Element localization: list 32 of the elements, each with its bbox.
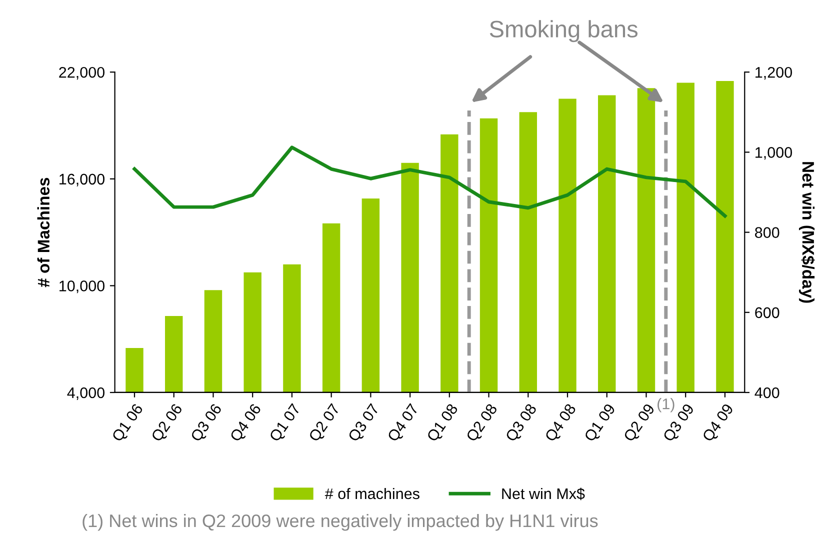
text: (1) xyxy=(658,398,674,412)
y-axis-title: # of Machines xyxy=(37,178,50,288)
x-tick-label: Q1 09 xyxy=(584,403,618,444)
x-tick-label: Q2 06 xyxy=(150,402,185,444)
y2-tick-label: 400 xyxy=(754,387,780,398)
y2-axis-title: Net win (MX$/day) xyxy=(798,162,815,303)
y-tick-label: 22,000 xyxy=(59,66,104,80)
x-tick-label: Q3 07 xyxy=(348,403,382,444)
y-tick-label: 16,000 xyxy=(60,174,104,186)
text: Smoking bans xyxy=(490,20,638,42)
x-tick-label: Q3 08 xyxy=(505,402,540,444)
y-tick-label: 10,000 xyxy=(60,280,104,294)
x-tick-label: Q4 06 xyxy=(229,402,264,444)
legend-label: # of machines xyxy=(324,488,420,500)
x-tick-label: Q4 09 xyxy=(702,403,736,444)
x-tick-label: Q1 06 xyxy=(111,402,146,444)
y2-tick-label: 1,200 xyxy=(756,66,792,80)
y-tick-label: 4,000 xyxy=(67,387,104,400)
x-tick-label: Q2 08 xyxy=(466,402,500,444)
line-series xyxy=(132,146,727,218)
y2-tick-label: 1,000 xyxy=(756,147,792,160)
x-tick-label: Q2 07 xyxy=(308,403,342,444)
x-tick-label: Q4 07 xyxy=(386,403,422,444)
text: (1) Net wins in Q2 2009 were negatively impacted by H1N1 virus xyxy=(82,514,598,531)
y2-tick-label: 800 xyxy=(755,227,780,238)
x-tick-label: Q1 08 xyxy=(426,402,460,444)
y2-tick-label: 600 xyxy=(755,307,780,318)
x-tick-label: Q3 06 xyxy=(190,402,224,444)
x-tick-label: Q1 07 xyxy=(268,403,303,444)
x-tick-label: Q2 09 xyxy=(623,403,658,444)
legend-label: Net win Mx$ xyxy=(502,488,585,500)
x-tick-label: Q4 08 xyxy=(544,402,579,444)
